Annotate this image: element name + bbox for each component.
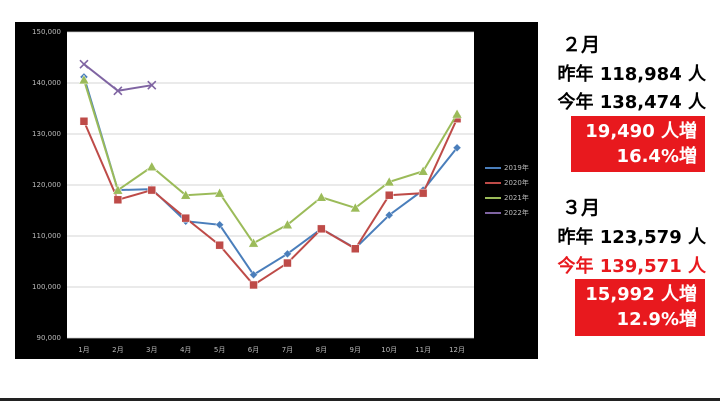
y-tick-label: 110,000 xyxy=(32,232,61,240)
marker xyxy=(180,189,192,200)
diff-box: 19,490 人増 16.4%増 xyxy=(571,116,705,172)
month: ３月 xyxy=(562,197,601,219)
marker xyxy=(452,143,462,153)
diff: 19,490 人増 xyxy=(585,121,697,142)
marker xyxy=(384,210,394,220)
x-tick-label: 9月 xyxy=(350,346,361,354)
marker xyxy=(79,59,89,69)
x-tick-label: 8月 xyxy=(316,346,327,354)
diff: 15,992 人増 xyxy=(585,284,697,305)
legend-label: 2020年 xyxy=(504,178,529,187)
last-year: 昨年 118,984 人 xyxy=(557,64,706,85)
chart: 90,000 100,000 110,000 120,000 130,000 140,00… xyxy=(15,22,538,359)
y-tick-label: 130,000 xyxy=(32,130,61,138)
y-tick-label: 140,000 xyxy=(32,79,61,87)
marker xyxy=(78,74,90,85)
x-tick-label: 3月 xyxy=(146,346,157,354)
marker xyxy=(315,191,327,202)
this-year: 今年 139,571 人 xyxy=(557,256,706,277)
marker xyxy=(282,219,293,230)
x-tick-label: 10月 xyxy=(381,346,397,354)
series-line xyxy=(83,76,458,277)
legend-label: 2021年 xyxy=(504,193,529,202)
series-line xyxy=(83,79,458,245)
marker xyxy=(283,258,292,268)
marker xyxy=(112,184,124,195)
marker xyxy=(181,213,190,223)
marker xyxy=(147,185,157,195)
x-tick-label: 2月 xyxy=(112,346,123,354)
diff-box: 15,992 人増 12.9%増 xyxy=(575,279,705,336)
marker xyxy=(113,195,123,205)
marker xyxy=(384,190,394,200)
marker xyxy=(349,202,361,213)
marker xyxy=(113,86,123,96)
last-year: 昨年 123,579 人 xyxy=(557,227,706,248)
marker xyxy=(317,224,326,234)
marker xyxy=(215,220,224,230)
legend-label: 2022年 xyxy=(504,208,529,217)
marker xyxy=(249,280,258,290)
marker xyxy=(351,244,360,253)
month: ２月 xyxy=(562,34,601,56)
marker xyxy=(214,187,226,198)
marker xyxy=(147,80,157,90)
marker xyxy=(451,108,463,119)
marker xyxy=(248,237,259,248)
legend-label: 2019年 xyxy=(504,163,529,172)
marker xyxy=(418,188,428,198)
x-tick-label: 7月 xyxy=(282,346,293,354)
series-line xyxy=(83,118,458,287)
marker xyxy=(146,161,158,171)
x-tick-label: 12月 xyxy=(449,346,465,354)
x-tick-label: 1月 xyxy=(78,346,89,354)
bottom-rule xyxy=(0,398,720,401)
marker xyxy=(215,240,224,250)
x-tick-label: 11月 xyxy=(415,346,431,354)
marker xyxy=(79,117,89,126)
x-tick-label: 4月 xyxy=(180,346,191,354)
rate: 12.9%増 xyxy=(616,309,697,330)
y-tick-label: 120,000 xyxy=(32,181,61,189)
x-tick-label: 5月 xyxy=(214,346,225,354)
y-tick-label: 100,000 xyxy=(32,283,61,291)
marker xyxy=(383,176,395,187)
x-tick-label: 6月 xyxy=(248,346,259,354)
this-year: 今年 138,474 人 xyxy=(557,92,706,113)
y-tick-label: 150,000 xyxy=(32,28,61,36)
y-tick-label: 90,000 xyxy=(37,334,62,342)
marker xyxy=(417,165,429,176)
marker xyxy=(249,270,258,280)
rate: 16.4%増 xyxy=(616,146,697,167)
marker xyxy=(283,249,292,259)
